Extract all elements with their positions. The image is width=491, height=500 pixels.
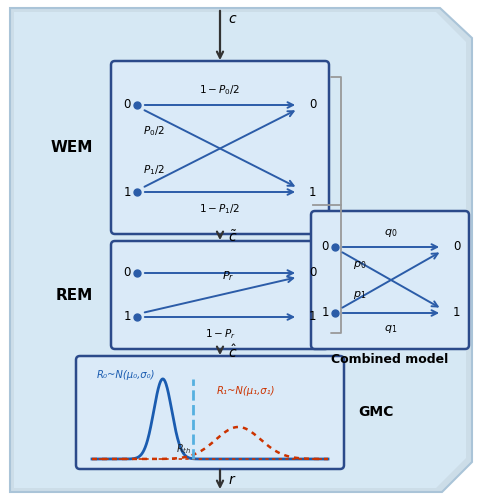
Text: $q_1$: $q_1$ (384, 323, 398, 335)
Polygon shape (14, 12, 466, 488)
Text: 1: 1 (124, 186, 131, 198)
Text: REM: REM (56, 288, 93, 302)
Text: $r$: $r$ (228, 473, 237, 487)
FancyBboxPatch shape (76, 356, 344, 469)
Text: $1-P_1/2$: $1-P_1/2$ (199, 202, 241, 216)
Text: Combined model: Combined model (331, 353, 449, 366)
Text: 1: 1 (453, 306, 461, 320)
Text: R₁~N(μ₁,σ₁): R₁~N(μ₁,σ₁) (217, 386, 275, 396)
FancyBboxPatch shape (311, 211, 469, 349)
Text: $P_1/2$: $P_1/2$ (143, 163, 165, 177)
FancyBboxPatch shape (111, 61, 329, 234)
Text: $p_1$: $p_1$ (353, 289, 366, 301)
Text: $1-P_0/2$: $1-P_0/2$ (199, 83, 241, 97)
Text: 0: 0 (124, 98, 131, 112)
Text: 0: 0 (453, 240, 461, 254)
Text: R₀~N(μ₀,σ₀): R₀~N(μ₀,σ₀) (97, 370, 156, 380)
Text: 0: 0 (309, 266, 316, 280)
Text: 0: 0 (309, 98, 316, 112)
Text: $q_0$: $q_0$ (384, 227, 398, 239)
Text: $\tilde{c}$: $\tilde{c}$ (228, 230, 238, 246)
Text: $p_0$: $p_0$ (353, 259, 366, 271)
Text: 1: 1 (124, 310, 131, 324)
FancyBboxPatch shape (111, 241, 329, 349)
Text: $c$: $c$ (228, 12, 238, 26)
Text: $P_r$: $P_r$ (222, 269, 234, 283)
Text: WEM: WEM (51, 140, 93, 155)
Text: $P_0/2$: $P_0/2$ (143, 124, 165, 138)
Text: GMC: GMC (358, 406, 393, 419)
Text: 1: 1 (322, 306, 329, 320)
Text: 1: 1 (309, 186, 317, 198)
Polygon shape (10, 8, 472, 492)
Text: 0: 0 (322, 240, 329, 254)
Text: $\hat{c}$: $\hat{c}$ (228, 344, 238, 361)
Text: 1: 1 (309, 310, 317, 324)
Text: $R_{th}$: $R_{th}$ (176, 442, 191, 456)
Text: 0: 0 (124, 266, 131, 280)
Text: $1-P_r$: $1-P_r$ (205, 327, 236, 341)
